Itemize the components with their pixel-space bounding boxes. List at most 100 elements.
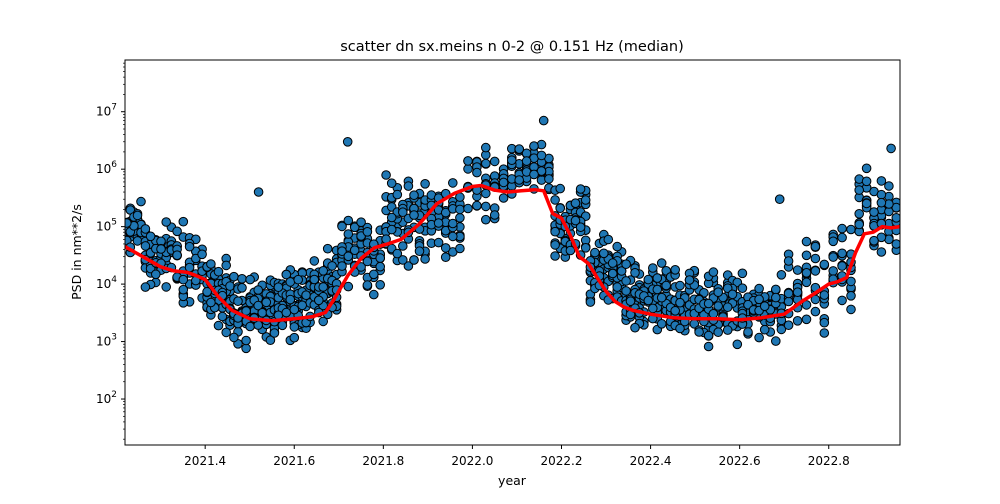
- scatter-point: [861, 198, 872, 209]
- scatter-point: [801, 314, 812, 325]
- scatter-point: [433, 218, 444, 228]
- scatter-point: [869, 235, 879, 246]
- scatter-point: [819, 259, 830, 270]
- scatter-point: [837, 261, 847, 271]
- scatter-point: [309, 274, 320, 285]
- y-axis-ticks: 102 103 104 105 106 107: [96, 62, 125, 440]
- scatter-point: [810, 306, 821, 317]
- x-tick-label: 2021.8: [362, 454, 404, 468]
- scatter-point: [265, 335, 276, 346]
- chart-title: scatter dn sx.meins n 0-2 @ 0.151 Hz (me…: [340, 39, 684, 55]
- scatter-point: [257, 308, 268, 318]
- scatter-point: [550, 240, 560, 250]
- scatter-point: [375, 253, 386, 263]
- scatter-point: [612, 282, 623, 292]
- scatter-point: [403, 181, 414, 191]
- scatter-point: [616, 266, 627, 276]
- x-axis-label: year: [498, 473, 527, 488]
- scatter-point: [837, 232, 847, 243]
- scatter-point: [652, 284, 663, 295]
- y-tick-label: 103: [96, 333, 117, 349]
- scatter-point: [369, 289, 379, 300]
- scatter-point: [375, 261, 386, 272]
- scatter-point: [472, 167, 482, 178]
- scatter-point: [386, 224, 397, 235]
- scatter-point: [575, 184, 586, 194]
- scatter-point: [318, 316, 329, 327]
- scatter-point: [575, 222, 586, 232]
- scatter-point: [202, 287, 212, 297]
- scatter-point: [145, 231, 156, 242]
- scatter-point: [362, 280, 373, 290]
- scatter-point: [713, 287, 724, 298]
- y-tick-label: 107: [96, 103, 117, 119]
- scatter-point: [694, 327, 704, 337]
- scatter-point: [792, 287, 803, 298]
- scatter-point: [289, 322, 300, 332]
- scatter-point: [625, 296, 636, 307]
- scatter-points: [125, 115, 900, 354]
- scatter-point: [225, 281, 235, 291]
- scatter-point: [398, 207, 408, 217]
- scatter-point: [774, 194, 785, 204]
- scatter-point: [783, 256, 794, 266]
- scatter-point: [297, 300, 308, 311]
- scatter-point: [233, 296, 243, 307]
- scatter-point: [801, 277, 812, 288]
- scatter-point: [529, 169, 539, 180]
- scatter-point: [178, 284, 189, 295]
- scatter-point: [828, 266, 839, 276]
- scatter-point: [837, 223, 847, 234]
- scatter-point: [132, 210, 143, 221]
- scatter-point: [656, 292, 667, 303]
- scatter-point: [754, 294, 764, 305]
- scatter-point: [481, 201, 491, 212]
- scatter-point: [498, 177, 509, 188]
- scatter-point: [590, 247, 600, 258]
- scatter-point: [570, 215, 581, 226]
- scatter-point: [854, 219, 865, 230]
- scatter-point: [713, 301, 724, 311]
- scatter-point: [661, 280, 672, 291]
- x-tick-label: 2022.4: [630, 454, 672, 468]
- scatter-point: [356, 262, 366, 272]
- scatter-point: [837, 295, 847, 306]
- scatter-point: [403, 261, 414, 271]
- scatter-point: [759, 324, 770, 335]
- scatter-point: [521, 156, 532, 166]
- scatter-point: [481, 142, 491, 153]
- scatter-point: [337, 246, 347, 256]
- scatter-point: [737, 283, 748, 294]
- scatter-point: [648, 303, 658, 314]
- scatter-point: [754, 283, 764, 294]
- scatter-point: [362, 227, 373, 237]
- scatter-point: [414, 246, 425, 256]
- scatter-point: [206, 259, 216, 269]
- scatter-point: [285, 294, 296, 305]
- x-tick-label: 2021.6: [273, 454, 315, 468]
- scatter-point: [538, 115, 549, 126]
- scatter-point: [448, 231, 458, 242]
- scatter-point: [342, 137, 353, 147]
- scatter-point: [343, 281, 354, 292]
- x-tick-label: 2022.8: [808, 454, 850, 468]
- scatter-point: [876, 176, 887, 186]
- scatter-point: [237, 274, 247, 284]
- scatter-point: [891, 239, 900, 249]
- scatter-point: [448, 218, 458, 229]
- scatter-point: [386, 212, 397, 223]
- scatter-point: [565, 245, 576, 256]
- scatter-point: [293, 274, 304, 285]
- scatter-point: [656, 319, 667, 329]
- scatter-point: [792, 265, 803, 275]
- scatter-point: [886, 143, 896, 154]
- scatter-point: [801, 236, 812, 247]
- scatter-point: [489, 210, 500, 220]
- y-tick-label: 104: [96, 275, 117, 291]
- scatter-point: [455, 204, 465, 215]
- scatter-point: [498, 193, 509, 203]
- scatter-point: [392, 189, 403, 200]
- scatter-point: [289, 332, 300, 343]
- scatter-point: [289, 304, 300, 315]
